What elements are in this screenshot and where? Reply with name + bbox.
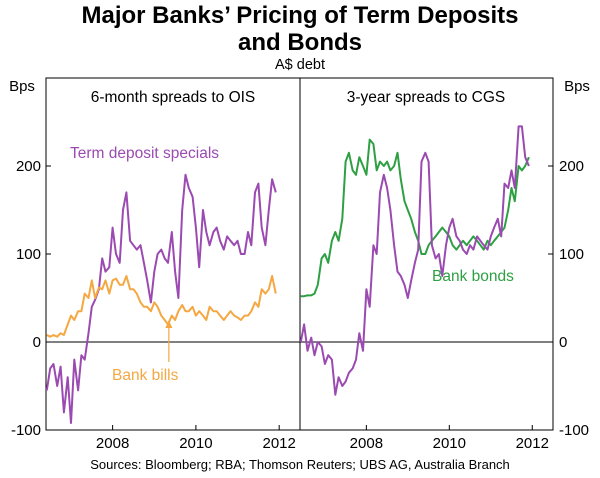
y-tick-label-right: -100 <box>559 422 589 439</box>
right-y-axis-unit: Bps <box>564 78 590 95</box>
x-tick-label: 2010 <box>433 435 466 452</box>
panel-title-1: 6-month spreads to OIS <box>91 89 256 106</box>
plot-area: -100 0 100 200 2008 2010 2012 6-month spreads t… <box>11 77 589 452</box>
x-tick-label: 2012 <box>516 435 549 452</box>
series-line-term-deposit-specials-panel-2 <box>299 125 530 396</box>
left-y-axis-unit: Bps <box>9 78 35 95</box>
chart-subtitle: A$ debt <box>275 57 325 73</box>
x-tick-label: 2010 <box>179 435 212 452</box>
x-tick-label: 2008 <box>96 435 129 452</box>
y-tick-label-left: 200 <box>16 158 41 175</box>
y-tick-label-left: -100 <box>11 422 41 439</box>
panel-title-2: 3-year spreads to CGS <box>347 89 506 106</box>
y-tick-label-right: 100 <box>559 246 584 263</box>
x-tick-label: 2012 <box>262 435 295 452</box>
y-tick-label-right: 0 <box>559 334 567 351</box>
annotation-bank-bills: Bank bills <box>112 367 179 384</box>
y-tick-label-right: 200 <box>559 158 584 175</box>
chart-title-line2: and Bonds <box>238 29 362 56</box>
annotation-term-deposit-specials: Term deposit specials <box>70 145 219 162</box>
x-tick-label: 2008 <box>350 435 383 452</box>
series-line-term-deposit-specials-panel-1 <box>45 173 277 424</box>
series-line-bank-bills-panel-1 <box>46 275 277 338</box>
series-line-bank-bonds-panel-2 <box>300 138 530 298</box>
annotation-arrow-head <box>165 320 173 328</box>
y-tick-label-left: 100 <box>16 246 41 263</box>
source-note: Sources: Bloomberg; RBA; Thomson Reuters… <box>90 457 510 472</box>
annotation-bank-bonds: Bank bonds <box>432 268 514 285</box>
y-tick-label-left: 0 <box>33 334 41 351</box>
chart-title-line1: Major Banks’ Pricing of Term Deposits <box>82 2 519 29</box>
